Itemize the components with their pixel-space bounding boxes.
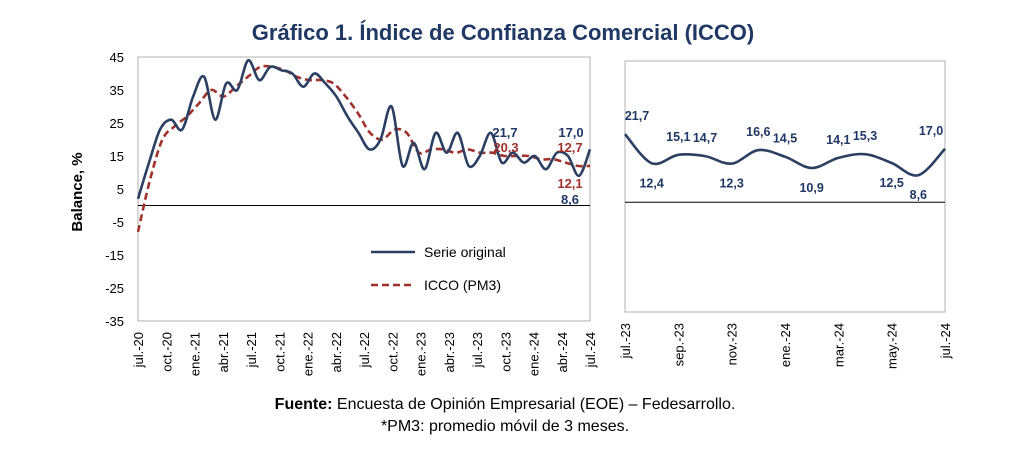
data-label: 16,6	[746, 125, 770, 139]
y-tick-label: -5	[112, 215, 124, 230]
legend: Serie original ICCO (PM3)	[371, 244, 506, 293]
data-label: 14,5	[773, 132, 797, 146]
x-tick-label: mar.-24	[831, 323, 846, 367]
data-label: 21,7	[492, 125, 517, 140]
right-x-axis: jul.-23 sep.-23 nov.-23 ene.-24 mar.-24 may.-…	[618, 323, 953, 369]
data-label: 21,7	[625, 109, 649, 123]
x-tick-label: nov.-23	[725, 323, 740, 365]
x-tick-label: oct.-21	[272, 332, 287, 372]
left-plot-area	[137, 56, 591, 322]
data-label: 10,9	[799, 181, 823, 195]
data-label: 17,0	[558, 125, 583, 140]
y-tick-label: 45	[110, 50, 124, 65]
x-tick-label: ene.-22	[301, 332, 316, 376]
y-tick-label: -25	[105, 281, 124, 296]
x-tick-label: sep.-23	[671, 323, 686, 366]
x-tick-label: abr.-22	[329, 332, 344, 372]
chart-title: Gráfico 1. Índice de Confianza Comercial…	[252, 20, 754, 45]
y-tick-label: 15	[110, 149, 124, 164]
x-tick-label: oct.-22	[385, 332, 400, 372]
x-tick-label: jul.-24	[938, 323, 953, 359]
data-label: 14,1	[826, 133, 850, 147]
data-label: 12,5	[879, 176, 903, 190]
data-label: 14,7	[693, 131, 717, 145]
x-tick-label: jul.-20	[131, 332, 146, 368]
data-label: 12,7	[557, 140, 582, 155]
data-label: 15,1	[666, 130, 690, 144]
x-tick-label: jul.-24	[583, 332, 598, 368]
data-label: 15,3	[853, 129, 877, 143]
x-tick-label: ene.-23	[414, 332, 429, 376]
x-tick-label: abr.-23	[442, 332, 457, 372]
x-tick-label: ene.-24	[778, 323, 793, 367]
x-tick-label: abr.-21	[216, 332, 231, 372]
right-chart: 21,7 12,4 15,1 14,7 12,3 16,6 14,5 10,9 14,1 15,3…	[618, 60, 953, 369]
x-tick-label: jul.-23	[618, 323, 633, 359]
left-x-axis: jul.-20 oct.-20 ene.-21 abr.-21 jul.-21 oct.-…	[131, 332, 598, 376]
y-tick-label: 25	[110, 116, 124, 131]
source-note: Fuente: Encuesta de Opinión Empresarial …	[275, 396, 736, 413]
left-chart: 45 35 25 15 5 -5 -15 -25 -35 jul.-20 oct.-20 ene.-…	[69, 50, 598, 376]
y-axis-label: Balance, %	[69, 152, 86, 231]
x-tick-label: ene.-21	[188, 332, 203, 376]
x-tick-label: oct.-20	[159, 332, 174, 372]
x-tick-label: jul.-23	[470, 332, 485, 368]
x-tick-label: may.-24	[885, 323, 900, 369]
left-data-labels: 21,7 20,3 17,0 12,7 12,1 8,6	[492, 125, 583, 207]
x-tick-label: abr.-24	[555, 332, 570, 372]
x-tick-label: ene.-24	[527, 332, 542, 376]
source-label: Fuente:	[275, 396, 333, 413]
legend-label-original: Serie original	[424, 244, 506, 260]
original-series-line	[136, 58, 592, 200]
data-label: 17,0	[919, 124, 943, 138]
left-y-axis: 45 35 25 15 5 -5 -15 -25 -35	[105, 50, 124, 329]
x-tick-label: oct.-23	[498, 332, 513, 372]
source-text: Encuesta de Opinión Empresarial (EOE) – …	[332, 396, 735, 413]
data-label: 20,3	[493, 140, 518, 155]
data-label: 8,6	[561, 192, 579, 207]
data-label: 8,6	[910, 188, 927, 202]
right-data-labels: 21,7 12,4 15,1 14,7 12,3 16,6 14,5 10,9 14,1 15,3…	[625, 109, 943, 202]
data-label: 12,1	[557, 176, 582, 191]
legend-label-pm3: ICCO (PM3)	[424, 277, 501, 293]
recent-series-line	[624, 133, 946, 177]
data-label: 12,4	[639, 176, 663, 190]
right-plot-area	[624, 60, 946, 313]
x-tick-label: jul.-21	[244, 332, 259, 368]
footnote: *PM3: promedio móvil de 3 meses.	[381, 418, 629, 435]
y-tick-label: 35	[110, 83, 124, 98]
y-tick-label: -35	[105, 314, 124, 329]
data-label: 12,3	[719, 177, 743, 191]
x-tick-label: jul.-22	[357, 332, 372, 368]
y-tick-label: 5	[117, 182, 124, 197]
y-tick-label: -15	[105, 248, 124, 263]
